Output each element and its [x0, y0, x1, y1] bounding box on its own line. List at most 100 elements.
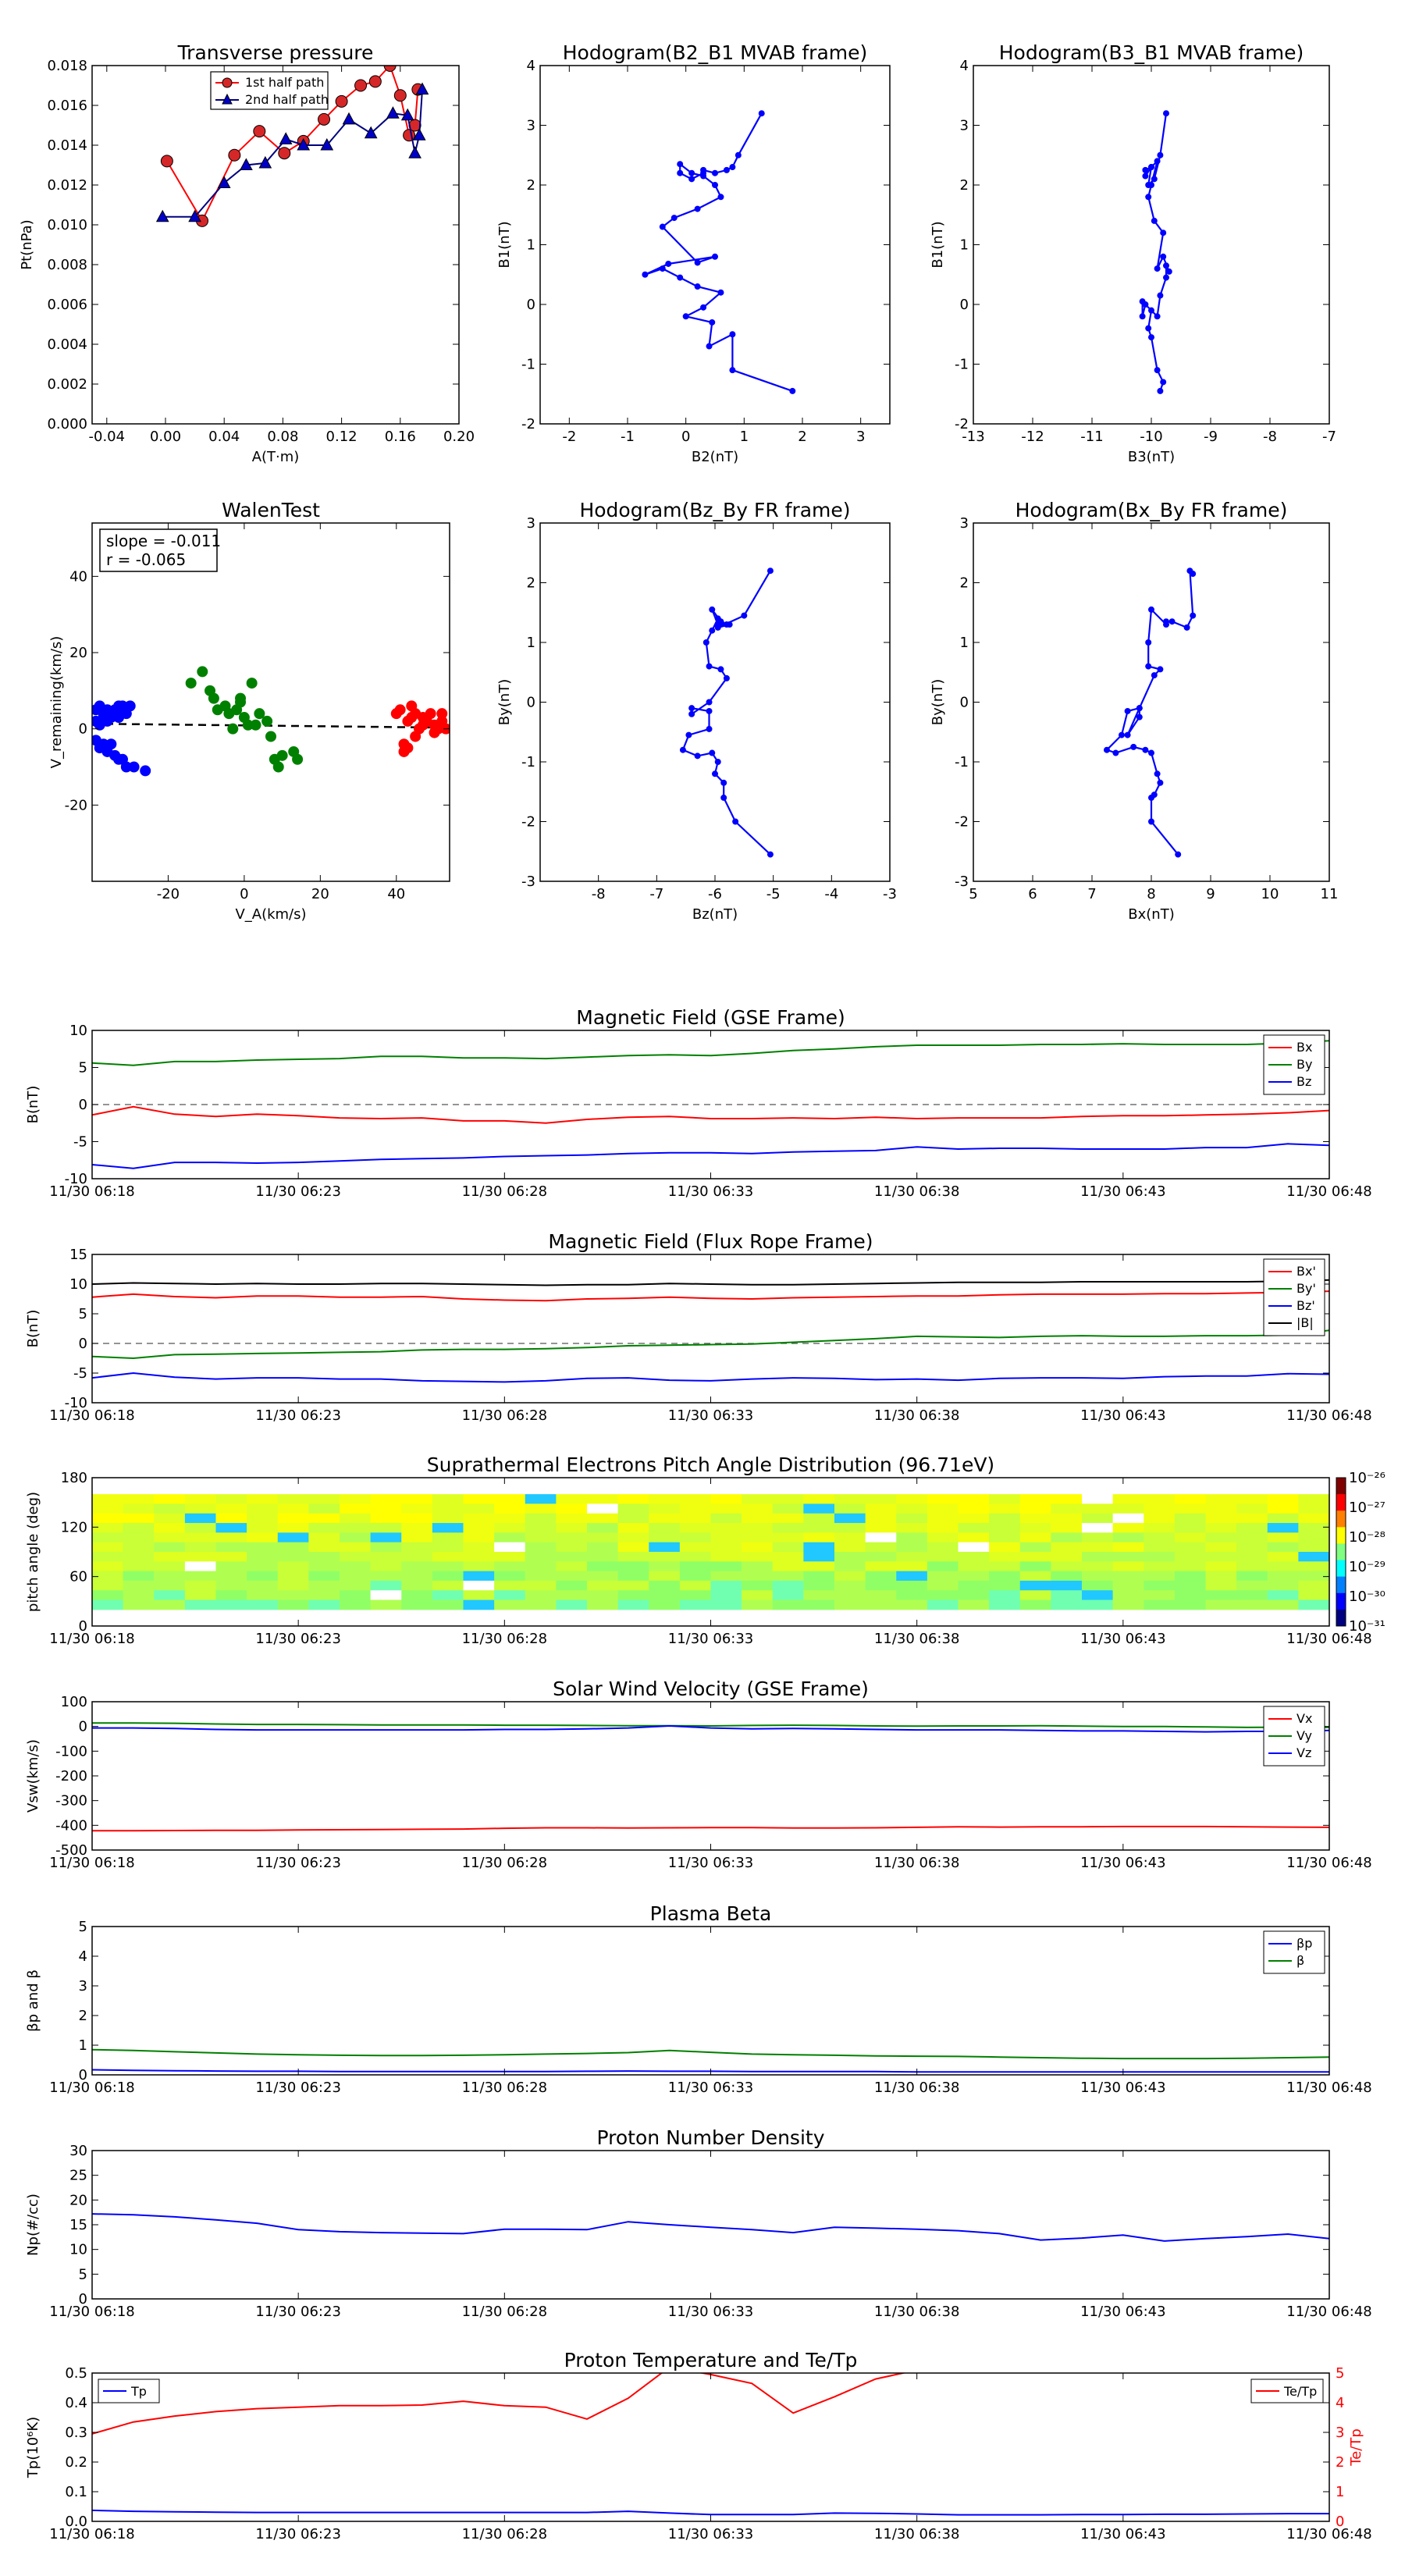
- walen_test-point: [265, 731, 276, 742]
- pad-cell: [1298, 1513, 1330, 1524]
- pad-cell: [525, 1532, 557, 1543]
- plasma_beta-legend-label: βp: [1297, 1936, 1312, 1951]
- walen_test-point: [235, 692, 247, 704]
- hodogram_b3_b1-point: [1154, 367, 1161, 374]
- proton_temp-ytick-label: 0.1: [65, 2484, 87, 2500]
- pad-cell: [989, 1590, 1021, 1601]
- pad-cell: [896, 1552, 928, 1562]
- hodogram_bz_by-point: [685, 731, 692, 738]
- pad-cell: [587, 1580, 619, 1591]
- hodogram_b2_b1-xtick-label: -2: [562, 429, 576, 445]
- pad-cell: [742, 1571, 774, 1582]
- proton_density-series-Np-line: [92, 2213, 1329, 2242]
- transverse_pressure-ytick-label: 0.004: [47, 336, 87, 353]
- hodogram_b2_b1-ytick-label: 1: [527, 237, 535, 254]
- pad-cell: [742, 1523, 774, 1533]
- pad-cell: [1174, 1513, 1206, 1524]
- pad-cell: [1082, 1580, 1114, 1591]
- hodogram_b3_b1-xtick-label: -10: [1140, 429, 1162, 445]
- transverse_pressure-xtick-label: 0.20: [443, 429, 475, 445]
- pad-cell: [742, 1513, 774, 1524]
- hodogram_bx_by-xtick-label: 8: [1147, 886, 1155, 902]
- proton_density-time-label: 11/30 06:38: [874, 2304, 959, 2320]
- walen_test-point: [113, 753, 125, 765]
- hodogram_bz_by-ytick-label: -2: [521, 814, 535, 831]
- pad-cell: [277, 1580, 309, 1591]
- pad-cell: [463, 1513, 495, 1524]
- transverse_pressure-legend-label: 2nd half path: [245, 92, 329, 107]
- pad-cell: [1236, 1523, 1268, 1533]
- hodogram_b3_b1-point: [1139, 313, 1146, 320]
- pad-cell: [896, 1590, 928, 1601]
- pad-cell: [340, 1590, 372, 1601]
- pad-cell: [247, 1552, 279, 1562]
- pad-cell: [1082, 1552, 1114, 1562]
- pad-cell: [525, 1513, 557, 1524]
- pad-cell: [742, 1599, 774, 1610]
- pad-cell: [463, 1503, 495, 1514]
- hodogram_bz_by-plot-area: [679, 568, 774, 858]
- pad-cell: [1267, 1542, 1299, 1553]
- proton_temp-title: Proton Temperature and Te/Tp: [564, 2349, 858, 2371]
- pad-cell: [1019, 1523, 1051, 1533]
- pad-cell: [742, 1552, 774, 1562]
- pad-cell: [401, 1542, 433, 1553]
- pad-cell: [927, 1580, 959, 1591]
- mag_gse-series-Bx-line: [92, 1105, 1329, 1124]
- hodogram_b2_b1-xtick-label: 1: [740, 429, 749, 445]
- mag_fr-ytick-label: 5: [79, 1306, 87, 1322]
- transverse_pressure-marker-triangle: [386, 106, 400, 119]
- pad-cell: [463, 1532, 495, 1543]
- transverse_pressure-xtick-label: 0.04: [208, 429, 240, 445]
- pad-cell: [432, 1513, 464, 1524]
- mag_gse-legend-label: By: [1297, 1057, 1312, 1072]
- pad-cell: [679, 1494, 711, 1504]
- sw_velocity-time-label: 11/30 06:38: [874, 1855, 959, 1871]
- walen_test-ytick-label: 20: [69, 645, 87, 661]
- walen_test-annotation-line: slope = -0.011: [106, 532, 221, 550]
- pad-cell: [649, 1599, 681, 1610]
- plasma_beta-ytick-label: 3: [79, 1978, 87, 1994]
- pad-cell: [1082, 1542, 1114, 1553]
- plasma_beta-ytick-label: 2: [79, 2008, 87, 2024]
- hodogram_b2_b1-xtick-label: -1: [621, 429, 635, 445]
- pad-cell: [896, 1503, 928, 1514]
- transverse_pressure-plot-area: [155, 66, 429, 227]
- hodogram_bz_by-xtick-label: -4: [824, 886, 838, 902]
- walen_test-point: [246, 678, 258, 689]
- pad-cell: [927, 1542, 959, 1553]
- pad-cell: [215, 1523, 247, 1533]
- pad-cell: [1144, 1542, 1176, 1553]
- pad-cell: [247, 1532, 279, 1543]
- pad-cell: [927, 1552, 959, 1562]
- pad-cell: [215, 1571, 247, 1582]
- hodogram_b2_b1-ytick-label: 2: [527, 177, 535, 194]
- pad-cell: [617, 1503, 649, 1514]
- pad-ytick-label: 0: [79, 1618, 87, 1635]
- pad-cell: [432, 1561, 464, 1572]
- pad-cell: [587, 1523, 619, 1533]
- transverse_pressure-ytick-label: 0.016: [47, 98, 87, 114]
- proton_density-time-label: 11/30 06:28: [462, 2304, 547, 2320]
- transverse_pressure-marker-circle: [318, 112, 331, 126]
- pad-cell: [896, 1599, 928, 1610]
- hodogram_b3_b1-point: [1139, 298, 1146, 305]
- pad-cell: [1205, 1523, 1237, 1533]
- hodogram_b2_b1-point: [642, 271, 649, 278]
- hodogram_b2_b1-point: [694, 259, 701, 266]
- hodogram_bx_by-point: [1136, 713, 1143, 720]
- hodogram_bz_by-xtick-label: -7: [649, 886, 663, 902]
- mag_gse-ylabel: B(nT): [25, 1086, 41, 1124]
- hodogram_bx_by-point: [1157, 666, 1164, 673]
- mag_gse-time-label: 11/30 06:48: [1286, 1183, 1371, 1200]
- pad-cell: [1205, 1503, 1237, 1514]
- pad-cell: [247, 1599, 279, 1610]
- pad-cell: [649, 1503, 681, 1514]
- pad-cell: [401, 1599, 433, 1610]
- pad-cell: [308, 1552, 340, 1562]
- pad-cell: [1267, 1532, 1299, 1543]
- hodogram_b2_b1-point: [665, 260, 672, 267]
- pad-cell: [556, 1513, 588, 1524]
- pad-cell: [556, 1542, 588, 1553]
